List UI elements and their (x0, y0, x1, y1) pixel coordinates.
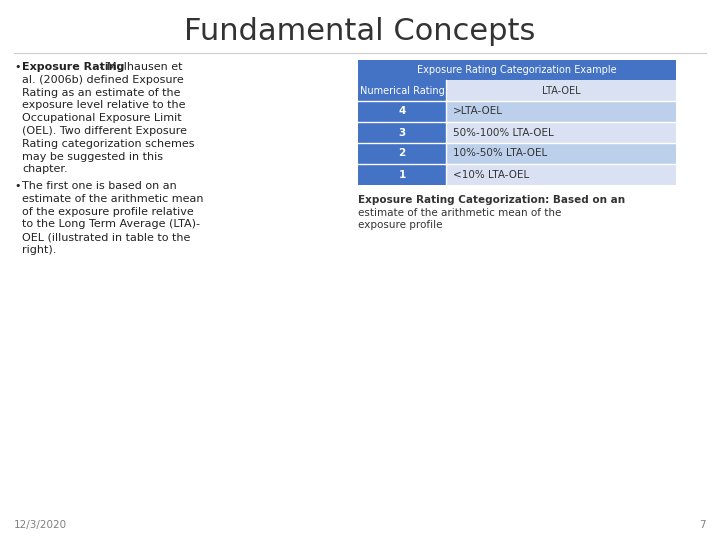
Text: Fundamental Concepts: Fundamental Concepts (184, 17, 536, 46)
Text: 1: 1 (398, 170, 405, 179)
Text: The first one is based on an: The first one is based on an (22, 181, 176, 191)
Text: Occupational Exposure Limit: Occupational Exposure Limit (22, 113, 181, 123)
Text: Exposure Rating Categorization Example: Exposure Rating Categorization Example (417, 65, 617, 75)
Text: Exposure Rating Categorization: Based on an: Exposure Rating Categorization: Based on… (358, 195, 625, 205)
Text: right).: right). (22, 245, 56, 255)
Bar (446, 80, 676, 101)
Bar (358, 101, 446, 122)
Bar (358, 143, 446, 164)
Text: estimate of the arithmetic mean of the: estimate of the arithmetic mean of the (358, 207, 562, 218)
Text: >LTA-OEL: >LTA-OEL (453, 106, 503, 117)
Text: 2: 2 (398, 148, 405, 159)
Text: 3: 3 (398, 127, 405, 138)
Text: - Mulhausen et: - Mulhausen et (96, 62, 183, 72)
Text: OEL (illustrated in table to the: OEL (illustrated in table to the (22, 232, 190, 242)
Text: chapter.: chapter. (22, 164, 68, 174)
Text: exposure profile: exposure profile (358, 220, 443, 230)
Text: to the Long Term Average (LTA)-: to the Long Term Average (LTA)- (22, 219, 200, 230)
Bar (358, 80, 446, 101)
Text: Rating as an estimate of the: Rating as an estimate of the (22, 87, 181, 98)
Bar (358, 122, 446, 143)
Text: of the exposure profile relative: of the exposure profile relative (22, 207, 194, 217)
Text: may be suggested in this: may be suggested in this (22, 152, 163, 161)
Text: Rating categorization schemes: Rating categorization schemes (22, 139, 194, 149)
Text: Exposure Rating: Exposure Rating (22, 62, 125, 72)
Text: 50%-100% LTA-OEL: 50%-100% LTA-OEL (453, 127, 554, 138)
Text: al. (2006b) defined Exposure: al. (2006b) defined Exposure (22, 75, 184, 85)
Text: 7: 7 (699, 520, 706, 530)
Text: 10%-50% LTA-OEL: 10%-50% LTA-OEL (453, 148, 547, 159)
Bar (358, 60, 676, 80)
Text: Numerical Rating: Numerical Rating (359, 85, 444, 96)
Bar (446, 164, 676, 185)
Text: •: • (14, 62, 20, 72)
Bar (446, 143, 676, 164)
Bar (446, 122, 676, 143)
Text: LTA-OEL: LTA-OEL (541, 85, 580, 96)
Text: estimate of the arithmetic mean: estimate of the arithmetic mean (22, 194, 204, 204)
Text: exposure level relative to the: exposure level relative to the (22, 100, 186, 110)
Text: •: • (14, 181, 20, 191)
Text: (OEL). Two different Exposure: (OEL). Two different Exposure (22, 126, 187, 136)
Text: 12/3/2020: 12/3/2020 (14, 520, 67, 530)
Bar (446, 101, 676, 122)
Bar (358, 164, 446, 185)
Text: <10% LTA-OEL: <10% LTA-OEL (453, 170, 529, 179)
Text: 4: 4 (398, 106, 405, 117)
